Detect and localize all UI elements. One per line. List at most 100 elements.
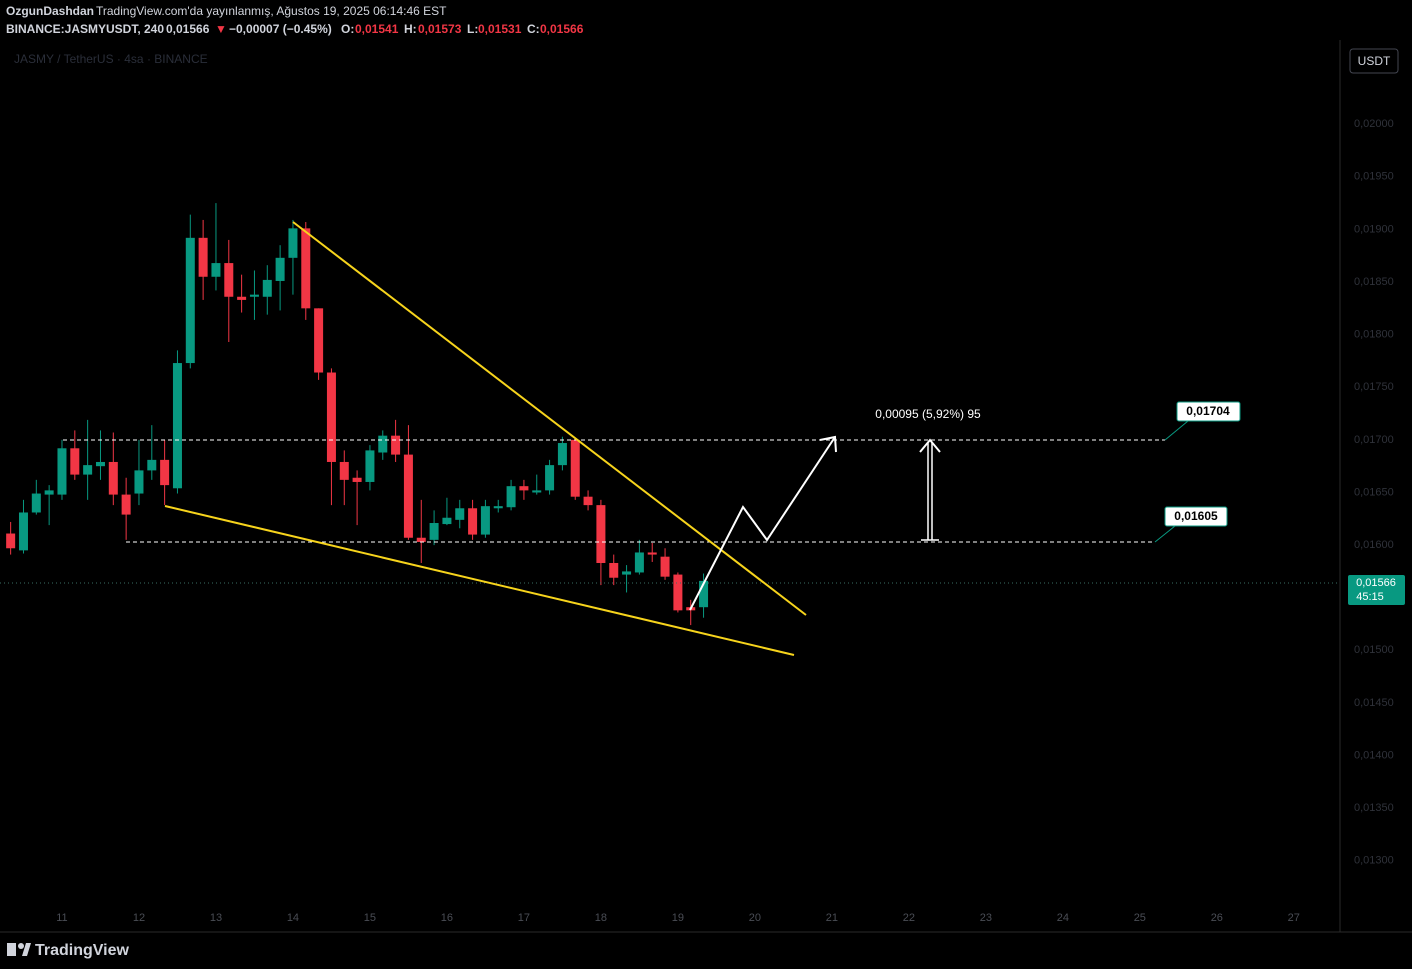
currency-button[interactable] — [1349, 48, 1399, 74]
candle-body — [519, 486, 529, 491]
candle-body — [442, 517, 452, 525]
currency-label[interactable]: USDT — [1358, 54, 1391, 68]
candle-body — [532, 490, 542, 493]
candle-body — [134, 470, 144, 494]
callout-box — [1164, 506, 1228, 527]
candle-body — [468, 508, 478, 535]
y-tick-label: 0,01950 — [1354, 171, 1394, 183]
y-tick-label: 0,01800 — [1354, 329, 1394, 341]
x-tick-label: 27 — [1288, 912, 1300, 924]
x-tick-label: 19 — [672, 912, 684, 924]
candle-body — [224, 263, 234, 297]
x-tick-label: 26 — [1211, 912, 1223, 924]
candle-body — [57, 448, 67, 495]
candle-body — [121, 494, 131, 515]
candle-body — [352, 477, 362, 482]
ohlc-key: L: — [467, 22, 478, 36]
candle-body — [339, 461, 349, 480]
candle-body — [95, 461, 105, 467]
ohlc-value: 0,01531 — [478, 22, 522, 36]
candle-body — [673, 574, 683, 611]
trend-line — [164, 505, 795, 656]
candle-body — [83, 465, 93, 475]
y-tick-label: 0,01850 — [1354, 276, 1394, 288]
candle-body — [493, 506, 503, 509]
candle-body — [429, 523, 439, 540]
price-tag — [1348, 575, 1405, 605]
callout-label: 0,01704 — [1186, 404, 1230, 418]
x-tick-label: 24 — [1057, 912, 1069, 924]
brand-logo — [7, 943, 31, 956]
y-tick-label: 0,01750 — [1354, 381, 1394, 393]
countdown: 45:15 — [1356, 591, 1384, 603]
candle-body — [622, 571, 632, 575]
logo-shape — [22, 943, 31, 956]
x-tick-label: 22 — [903, 912, 915, 924]
candle-body — [44, 490, 54, 495]
candle-body — [378, 435, 388, 453]
logo-shape — [18, 943, 24, 949]
x-tick-label: 17 — [518, 912, 530, 924]
candle-body — [249, 294, 259, 297]
projection-path — [689, 436, 836, 611]
last-price: 0,01566 — [166, 22, 210, 36]
callout-label: 0,01605 — [1174, 509, 1218, 523]
candle-body — [70, 448, 80, 475]
candle-body — [596, 505, 606, 563]
candle-body — [160, 459, 170, 486]
candle-body — [609, 562, 619, 578]
callout-pointer — [1154, 525, 1176, 543]
y-tick-label: 0,01650 — [1354, 486, 1394, 498]
candle-body — [172, 363, 182, 489]
candle-body — [480, 506, 490, 535]
x-tick-label: 21 — [826, 912, 838, 924]
y-tick-label: 0,01300 — [1354, 855, 1394, 867]
x-tick-label: 13 — [210, 912, 222, 924]
candle-body — [403, 454, 413, 538]
x-tick-label: 12 — [133, 912, 145, 924]
published: TradingView.com'da yayınlanmış, Ağustos … — [96, 4, 447, 18]
y-tick-label: 0,01350 — [1354, 802, 1394, 814]
x-tick-label: 14 — [287, 912, 299, 924]
ohlc-key: H: — [404, 22, 417, 36]
measure-label: 0,00095 (5,92%) 95 — [875, 407, 981, 421]
x-tick-label: 16 — [441, 912, 453, 924]
arrow-head — [819, 435, 837, 453]
candle-body — [301, 228, 311, 309]
y-tick-label: 0,01450 — [1354, 697, 1394, 709]
candle-body — [506, 486, 516, 508]
candle-body — [365, 450, 375, 482]
candle-body — [31, 493, 41, 513]
candle-body — [647, 552, 657, 555]
symbol: BINANCE:JASMYUSDT, 240 — [6, 22, 164, 36]
candle-body — [326, 372, 336, 462]
candle-body — [6, 533, 16, 549]
ohlc-value: 0,01566 — [540, 22, 584, 36]
change-arrow: ▼ — [215, 22, 227, 36]
candle-body — [147, 459, 157, 471]
candle-body — [699, 580, 709, 608]
candle-body — [288, 228, 298, 258]
x-tick-label: 20 — [749, 912, 761, 924]
candle-body — [198, 237, 208, 277]
x-tick-label: 18 — [595, 912, 607, 924]
callout-pointer — [1164, 420, 1189, 441]
drawings: 0,00095 (5,92%) 95 0,01704 0,01605 — [0, 221, 1340, 656]
x-tick-label: 15 — [364, 912, 376, 924]
candle-body — [314, 308, 324, 373]
ohlc-value: 0,01541 — [355, 22, 399, 36]
arrow-head — [919, 438, 941, 453]
candle-body — [455, 508, 465, 520]
candle-body — [583, 496, 593, 506]
candle-body — [18, 512, 28, 551]
ohlc-value: 0,01573 — [418, 22, 462, 36]
candle-body — [545, 465, 555, 491]
author: OzgunDashdan — [6, 4, 94, 18]
ohlc-key: C: — [527, 22, 540, 36]
x-tick-label: 25 — [1134, 912, 1146, 924]
candle-body — [108, 461, 118, 495]
chart-legend: JASMY / TetherUS · 4sa · BINANCE — [14, 52, 208, 66]
